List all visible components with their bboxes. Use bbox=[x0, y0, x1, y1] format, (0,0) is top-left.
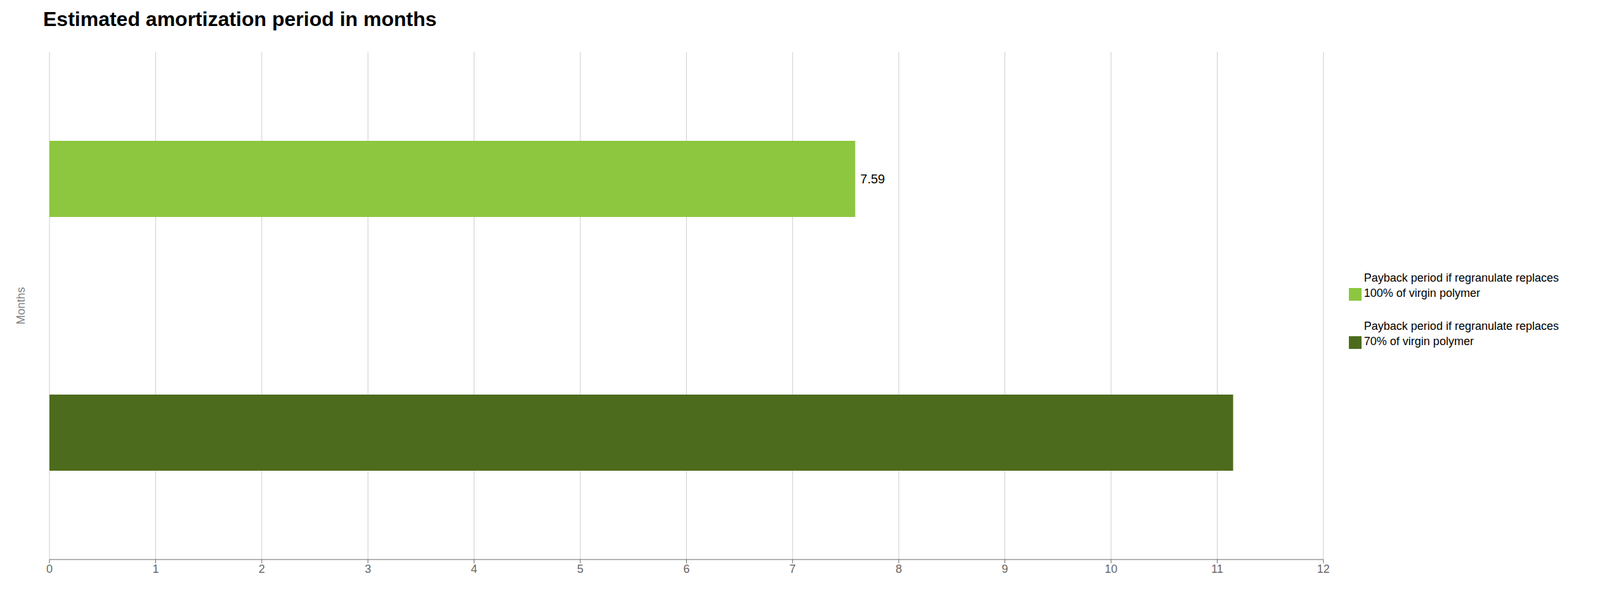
svg-text:3: 3 bbox=[364, 562, 371, 576]
svg-text:10: 10 bbox=[1104, 562, 1118, 576]
svg-text:8: 8 bbox=[895, 562, 902, 576]
svg-text:7.59: 7.59 bbox=[860, 171, 886, 186]
svg-text:12: 12 bbox=[1317, 562, 1330, 576]
svg-text:7: 7 bbox=[789, 562, 796, 576]
svg-text:Months: Months bbox=[14, 286, 28, 325]
svg-text:2: 2 bbox=[258, 562, 266, 576]
svg-text:6: 6 bbox=[682, 562, 690, 576]
html-text:Payback period if regranulate: Payback period if regranulate replaces 7… bbox=[1363, 319, 1559, 348]
html-text:Estimated amortization period: Estimated amortization period in months bbox=[43, 7, 437, 31]
svg-text:1: 1 bbox=[152, 562, 159, 576]
svg-text:11: 11 bbox=[1211, 562, 1224, 576]
svg-text:5: 5 bbox=[577, 562, 584, 576]
svg-text:0: 0 bbox=[46, 562, 53, 576]
svg-text:9: 9 bbox=[1001, 562, 1009, 576]
svg-text:4: 4 bbox=[471, 562, 478, 576]
html-text:Payback period if regranulate: Payback period if regranulate replaces 1… bbox=[1363, 271, 1559, 300]
